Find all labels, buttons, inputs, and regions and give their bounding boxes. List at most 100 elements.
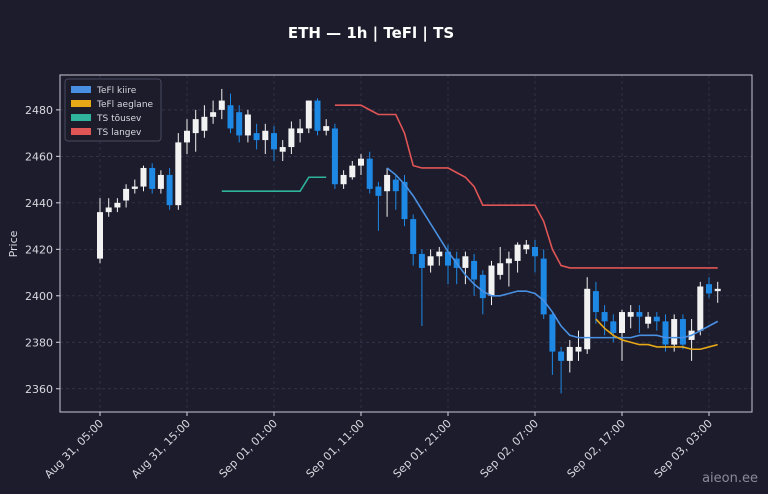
chart-title: ETH — 1h | TeFl | TS [288, 24, 454, 43]
candle-body [166, 174, 173, 206]
candle-body [131, 186, 138, 189]
legend-label: TS tõusev [96, 114, 142, 124]
candle-body [123, 188, 130, 201]
candle-body [340, 174, 347, 185]
candle-body [210, 112, 217, 117]
candle-body [358, 158, 364, 166]
y-tick-label: 2380 [25, 336, 53, 349]
x-tick-label: Sep 01, 21:00 [391, 417, 455, 481]
candle-body [384, 174, 391, 192]
line-series [386, 167, 719, 339]
candle-body [427, 256, 434, 266]
candle-body [714, 288, 721, 292]
candle-body [706, 284, 712, 294]
y-tick-label: 2400 [25, 290, 53, 303]
plot-border [59, 74, 753, 413]
legend-label: TS langev [96, 128, 142, 138]
candle-body [323, 126, 330, 131]
candle-body [471, 260, 478, 280]
candle-body [575, 346, 582, 352]
legend-swatch [71, 100, 91, 107]
x-tick-label: Sep 01, 01:00 [217, 417, 281, 481]
candle-body [549, 314, 556, 352]
line-series [221, 176, 327, 193]
candle-body [236, 112, 243, 136]
candle-body [279, 147, 286, 152]
candle-body [445, 251, 451, 266]
candle-body [253, 133, 260, 141]
candle-body [558, 351, 565, 361]
candle-body [592, 291, 599, 313]
legend-label: TeFl aeglane [96, 100, 154, 110]
candle-body [157, 174, 164, 189]
y-tick-label: 2360 [25, 383, 53, 396]
candle-body [697, 286, 704, 331]
candle-body [192, 119, 199, 134]
line-series [595, 318, 718, 351]
x-tick-label: Sep 02, 17:00 [565, 417, 629, 481]
candle-body [523, 244, 530, 250]
candle-body [349, 165, 356, 178]
candle-body [262, 130, 269, 141]
candle-body [105, 207, 112, 213]
candle-body [540, 258, 547, 315]
candle-body [584, 288, 591, 350]
candle-body [645, 316, 652, 324]
candle-body [201, 116, 208, 131]
candle-body [140, 167, 147, 187]
candle-body [297, 128, 304, 134]
line-series [334, 104, 718, 269]
x-tick-label: Aug 31, 05:00 [42, 417, 106, 481]
candle-body [366, 158, 373, 189]
candle-body [410, 219, 417, 254]
candle-body [375, 186, 382, 196]
candle-body [149, 167, 156, 189]
candle-body [227, 105, 234, 129]
legend-swatch [71, 86, 91, 93]
candle-body [288, 128, 295, 148]
candle-body [505, 258, 512, 264]
candle-body [401, 181, 408, 220]
y-tick-label: 2420 [25, 243, 53, 256]
candle-body [662, 321, 669, 345]
candle-body [418, 253, 425, 268]
y-tick-label: 2460 [25, 150, 53, 163]
candle-body [601, 312, 608, 322]
legend-label: TeFl kiire [96, 86, 137, 96]
x-tick-label: Sep 02, 07:00 [478, 417, 542, 481]
candle-body [566, 346, 573, 361]
candle-body [619, 312, 625, 333]
legend-swatch [71, 114, 91, 121]
candle-body [314, 100, 321, 131]
candle-body [497, 263, 504, 275]
candle-body [488, 265, 495, 296]
y-axis-label: Price [7, 230, 20, 257]
candle-body [479, 274, 486, 299]
candle-body [184, 130, 190, 143]
x-tick-label: Sep 01, 11:00 [304, 417, 368, 481]
candle-body [392, 179, 399, 192]
candle-body [244, 114, 251, 136]
candle-body [114, 202, 121, 208]
candle-body [218, 100, 225, 110]
x-tick-label: Aug 31, 15:00 [129, 417, 193, 481]
candle-body [462, 256, 469, 268]
legend-box [64, 78, 162, 142]
candle-body [331, 128, 338, 185]
candle-body [514, 244, 521, 261]
candle-body [636, 312, 643, 317]
candle-body [532, 246, 538, 257]
candle-body [97, 212, 103, 259]
candle-body [627, 312, 634, 317]
candle-body [175, 142, 182, 206]
candle-body [436, 251, 443, 257]
y-tick-label: 2480 [25, 104, 53, 117]
candle-body [610, 321, 617, 333]
candle-body [653, 316, 660, 322]
watermark: aieon.ee [702, 471, 758, 486]
candle-body [671, 319, 678, 345]
legend: TeFl kiire TeFl aeglane TS tõusev TS langev [64, 78, 162, 142]
y-tick-label: 2440 [25, 197, 53, 210]
candle-body [679, 319, 686, 345]
